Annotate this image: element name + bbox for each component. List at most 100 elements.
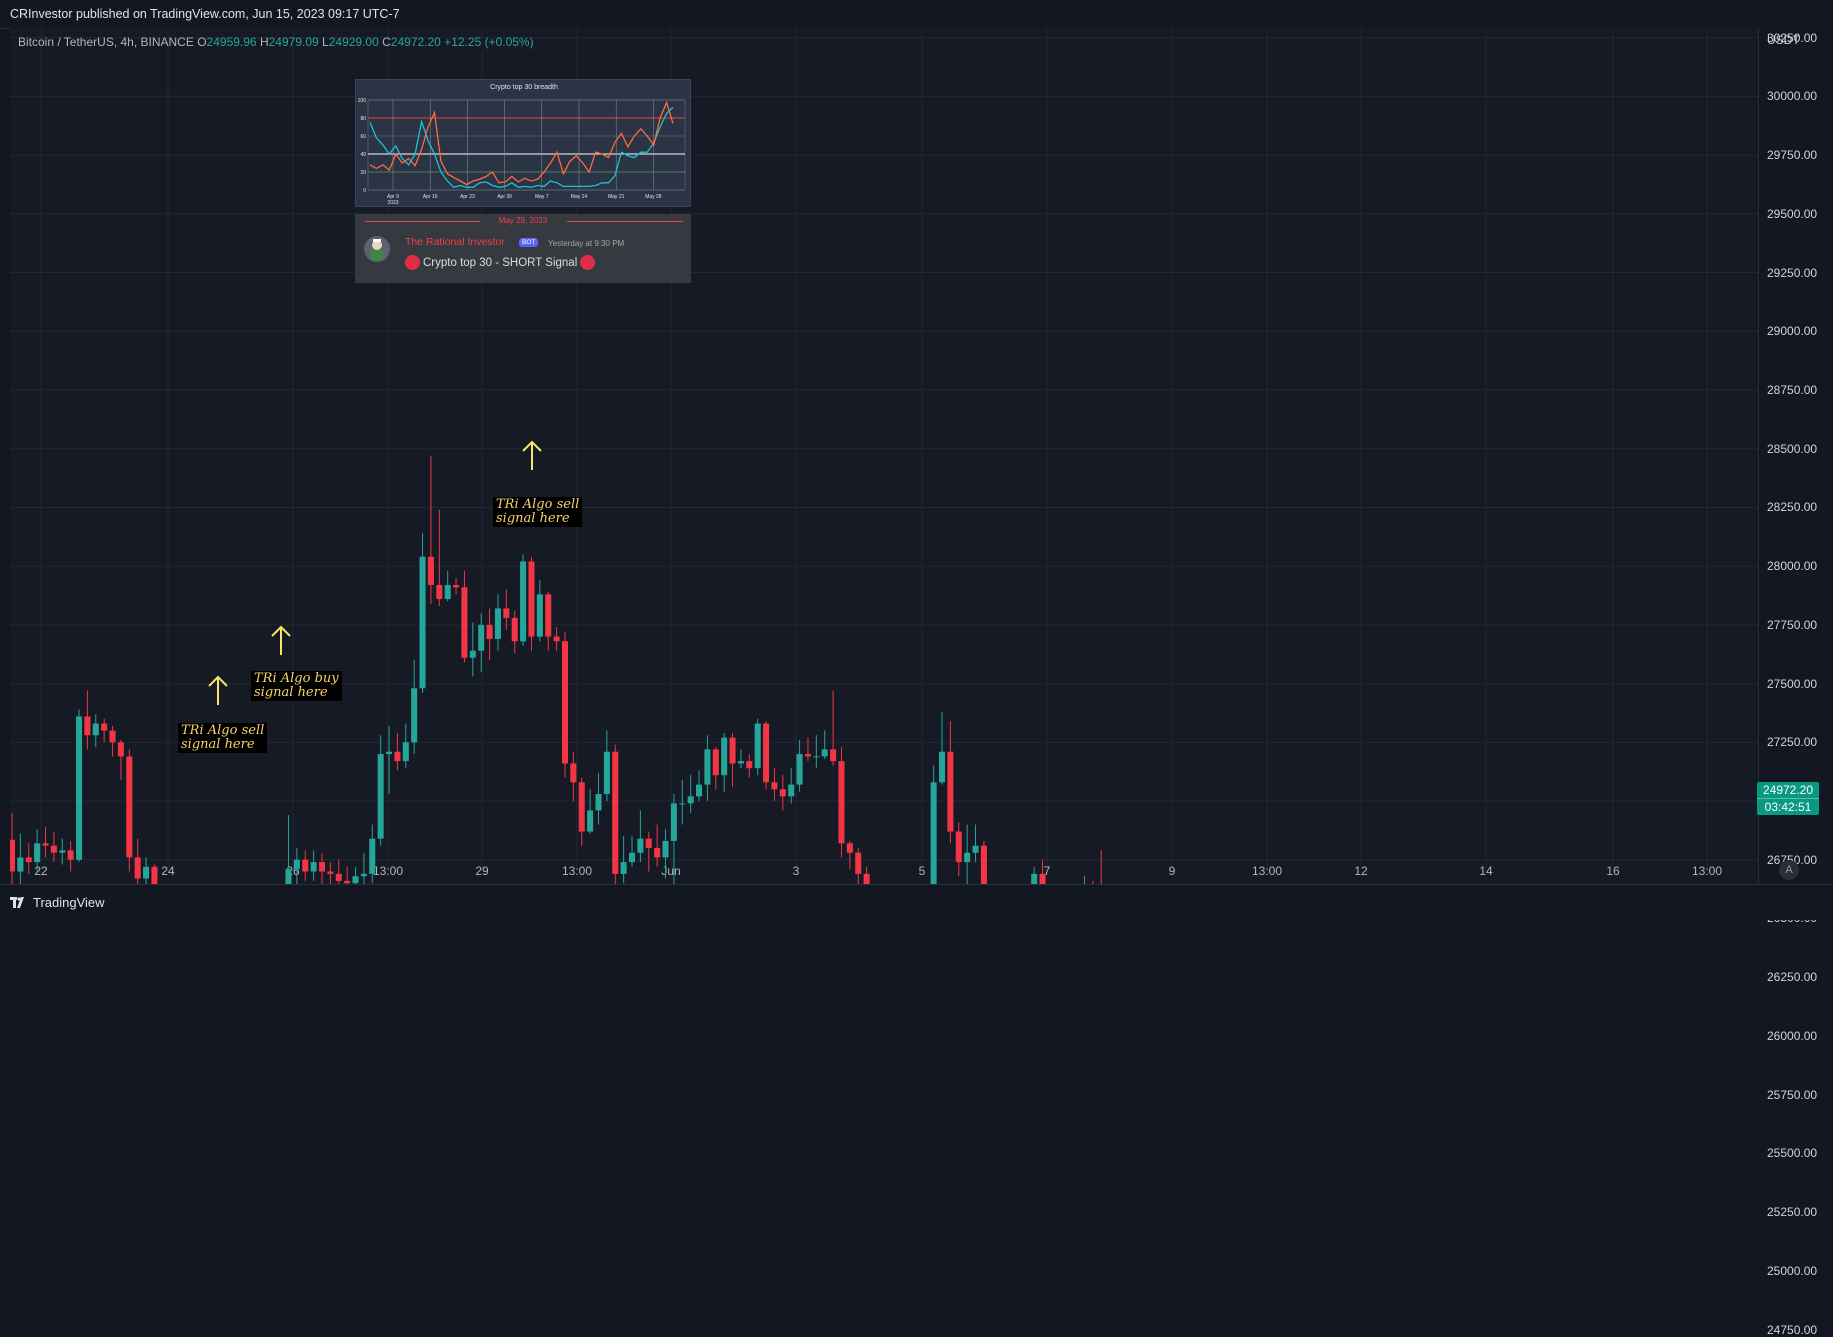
candle-body [17, 857, 24, 872]
candle-body [444, 584, 451, 600]
buy-signal-annotation[interactable]: TRi Algo buy signal here [251, 671, 342, 701]
sell-signal-annotation[interactable]: TRi Algo sell signal here [178, 723, 268, 753]
candle-body [662, 840, 669, 858]
candle-body [101, 723, 108, 731]
candle-body [411, 688, 418, 743]
date-divider-right [567, 221, 683, 222]
low-label: L [322, 35, 329, 49]
candle-body [536, 594, 543, 637]
candle-body [838, 761, 845, 844]
candle-body [293, 859, 300, 870]
breadth-chart: Crypto top 30 breadth 100 80 60 40 20 0 Apr 9 A… [355, 79, 691, 207]
tradingview-brand[interactable]: TradingView [10, 895, 105, 910]
message-body: Crypto top 30 - SHORT Signal [423, 256, 578, 269]
signal-arrow-icon [271, 625, 291, 655]
symbol-name[interactable]: Bitcoin / TetherUS, 4h, BINANCE [18, 35, 194, 49]
candle-body [796, 754, 803, 785]
inset-plot-area [367, 99, 686, 191]
candle-body [469, 650, 476, 658]
candle-body [955, 831, 962, 863]
inset-x-subtick: 2023 [387, 200, 398, 206]
publish-header: CRInvestor published on TradingView.com,… [0, 0, 1833, 29]
price-tick-label: 29000.00 [1767, 324, 1818, 339]
currency-label[interactable]: USDT [1767, 33, 1800, 47]
candle-body [76, 716, 83, 860]
inset-y-tick: 20 [360, 170, 366, 176]
candle-body [561, 641, 568, 764]
candle-body [327, 871, 334, 874]
candle-body [109, 730, 116, 743]
red-circle-icon [405, 255, 420, 270]
candle-body [612, 751, 619, 874]
date-divider-left [365, 221, 480, 222]
candle-body [318, 862, 326, 872]
candle-body [34, 843, 41, 863]
candle-body [67, 850, 74, 860]
x-tick-label: 7 [1044, 864, 1051, 878]
candle-body [687, 796, 694, 804]
price-scale[interactable]: 30250.00 30000.00 29750.00 29500.00 29250.00… [1758, 28, 1833, 1337]
message-text: Crypto top 30 - SHORT Signal [405, 255, 596, 270]
candle-body [394, 751, 401, 762]
candle-body [737, 761, 744, 764]
footer-bar: TradingView [0, 884, 1833, 920]
inset-x-tick: Apr 16 [423, 194, 438, 200]
author-name: The Rational Investor [405, 236, 505, 248]
candle-body [84, 716, 91, 736]
candle-body [771, 782, 778, 790]
annotation-line: TRi Algo sell [496, 497, 580, 512]
candle-body [947, 751, 954, 832]
x-tick-label: 22 [34, 864, 48, 878]
candle-body [939, 751, 946, 783]
candle-body [386, 751, 393, 755]
price-tick-label: 25250.00 [1767, 1205, 1818, 1220]
candle-body [595, 793, 602, 811]
candle-body [980, 845, 987, 884]
candle-body [369, 838, 376, 874]
candle-body [570, 763, 577, 783]
candle-body [427, 556, 434, 585]
candle-body [117, 742, 124, 757]
x-tick-label: 13:00 [1252, 864, 1282, 878]
candle-body [1039, 873, 1046, 884]
price-tick-label: 25750.00 [1767, 1087, 1818, 1102]
candle-body [486, 624, 493, 639]
candle-body [763, 723, 770, 783]
annotation-line: signal here [254, 685, 328, 700]
message-date: May 29, 2023 [498, 216, 548, 225]
x-tick-label: 16 [1606, 864, 1620, 878]
candle-body [587, 810, 594, 832]
brand-name: TradingView [33, 895, 105, 910]
price-tick-label: 28750.00 [1767, 383, 1818, 397]
candle-body [721, 737, 728, 776]
candle-body [352, 876, 359, 884]
candlestick-chart[interactable]: 22 24 26 13:00 29 13:00 Jun 3 5 7 9 13:00 12 14 16 13:0… [10, 28, 1758, 884]
signal-arrow-icon [208, 675, 228, 705]
inset-x-tick: May 21 [608, 194, 625, 200]
investor-avatar-icon [371, 239, 383, 260]
symbol-legend[interactable]: Bitcoin / TetherUS, 4h, BINANCE O24959.9… [18, 35, 534, 49]
breadth-series-line [369, 100, 674, 186]
price-tick-label: 29250.00 [1767, 265, 1818, 280]
candle-body [696, 784, 703, 797]
price-tick-label: 26000.00 [1767, 1028, 1818, 1043]
candle-body [25, 857, 32, 863]
candle-body [788, 784, 795, 797]
candle-body [302, 859, 309, 872]
candle-body [704, 749, 711, 785]
x-tick-label: 13:00 [562, 864, 592, 878]
breadth-series-line [369, 106, 674, 189]
candle-body [628, 852, 636, 863]
x-tick-label: 24 [161, 864, 175, 878]
breadth-inset: Crypto top 30 breadth 100 80 60 40 20 0 Apr 9 A… [355, 79, 691, 283]
candle-body [645, 838, 652, 849]
close-value: 24972.20 [390, 35, 441, 49]
candle-body [1031, 873, 1038, 884]
inset-x-tick: Apr 23 [460, 194, 475, 200]
price-tick-label: 28000.00 [1767, 559, 1818, 574]
chart-pane[interactable]: 22 24 26 13:00 29 13:00 Jun 3 5 7 9 13:00 12 14 16 13:0… [10, 28, 1758, 884]
auto-scale-button[interactable]: A [1779, 860, 1799, 880]
candle-body [344, 880, 351, 884]
sell-signal-annotation[interactable]: TRi Algo sell signal here [493, 497, 583, 527]
candle-body [930, 782, 937, 884]
